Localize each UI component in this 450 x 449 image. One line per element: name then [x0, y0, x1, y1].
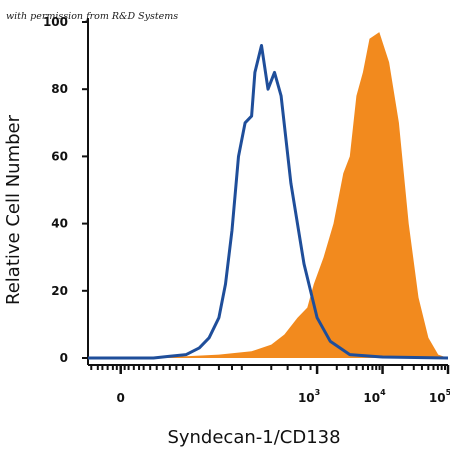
- credit-text: with permission from R&D Systems: [6, 11, 178, 22]
- y-tick-label: 0: [60, 351, 68, 365]
- y-tick-label: 60: [51, 149, 68, 163]
- x-tick-base: 10: [298, 391, 315, 405]
- x-axis-title: Syndecan-1/CD138: [167, 427, 340, 448]
- y-tick-label: 40: [51, 217, 68, 231]
- x-tick-base: 10: [429, 391, 446, 405]
- x-tick-label: 104: [363, 388, 386, 405]
- y-tick-label: 100: [43, 15, 68, 29]
- x-tick-label: 103: [298, 388, 320, 405]
- x-tick-exponent: 4: [380, 388, 386, 397]
- x-tick-base: 0: [117, 391, 125, 405]
- x-tick-exponent: 3: [315, 388, 321, 397]
- x-tick-label: 0: [117, 391, 125, 405]
- x-tick-exponent: 5: [446, 388, 450, 397]
- y-tick-label: 80: [51, 82, 68, 96]
- y-tick-label: 20: [51, 284, 68, 298]
- series-layer: [88, 32, 449, 360]
- x-tick-label: 105: [429, 388, 450, 405]
- series-1-filled: [88, 32, 448, 358]
- x-tick-base: 10: [363, 391, 380, 405]
- series-0-outline: [88, 44, 449, 360]
- y-axis-title: Relative Cell Number: [3, 114, 24, 305]
